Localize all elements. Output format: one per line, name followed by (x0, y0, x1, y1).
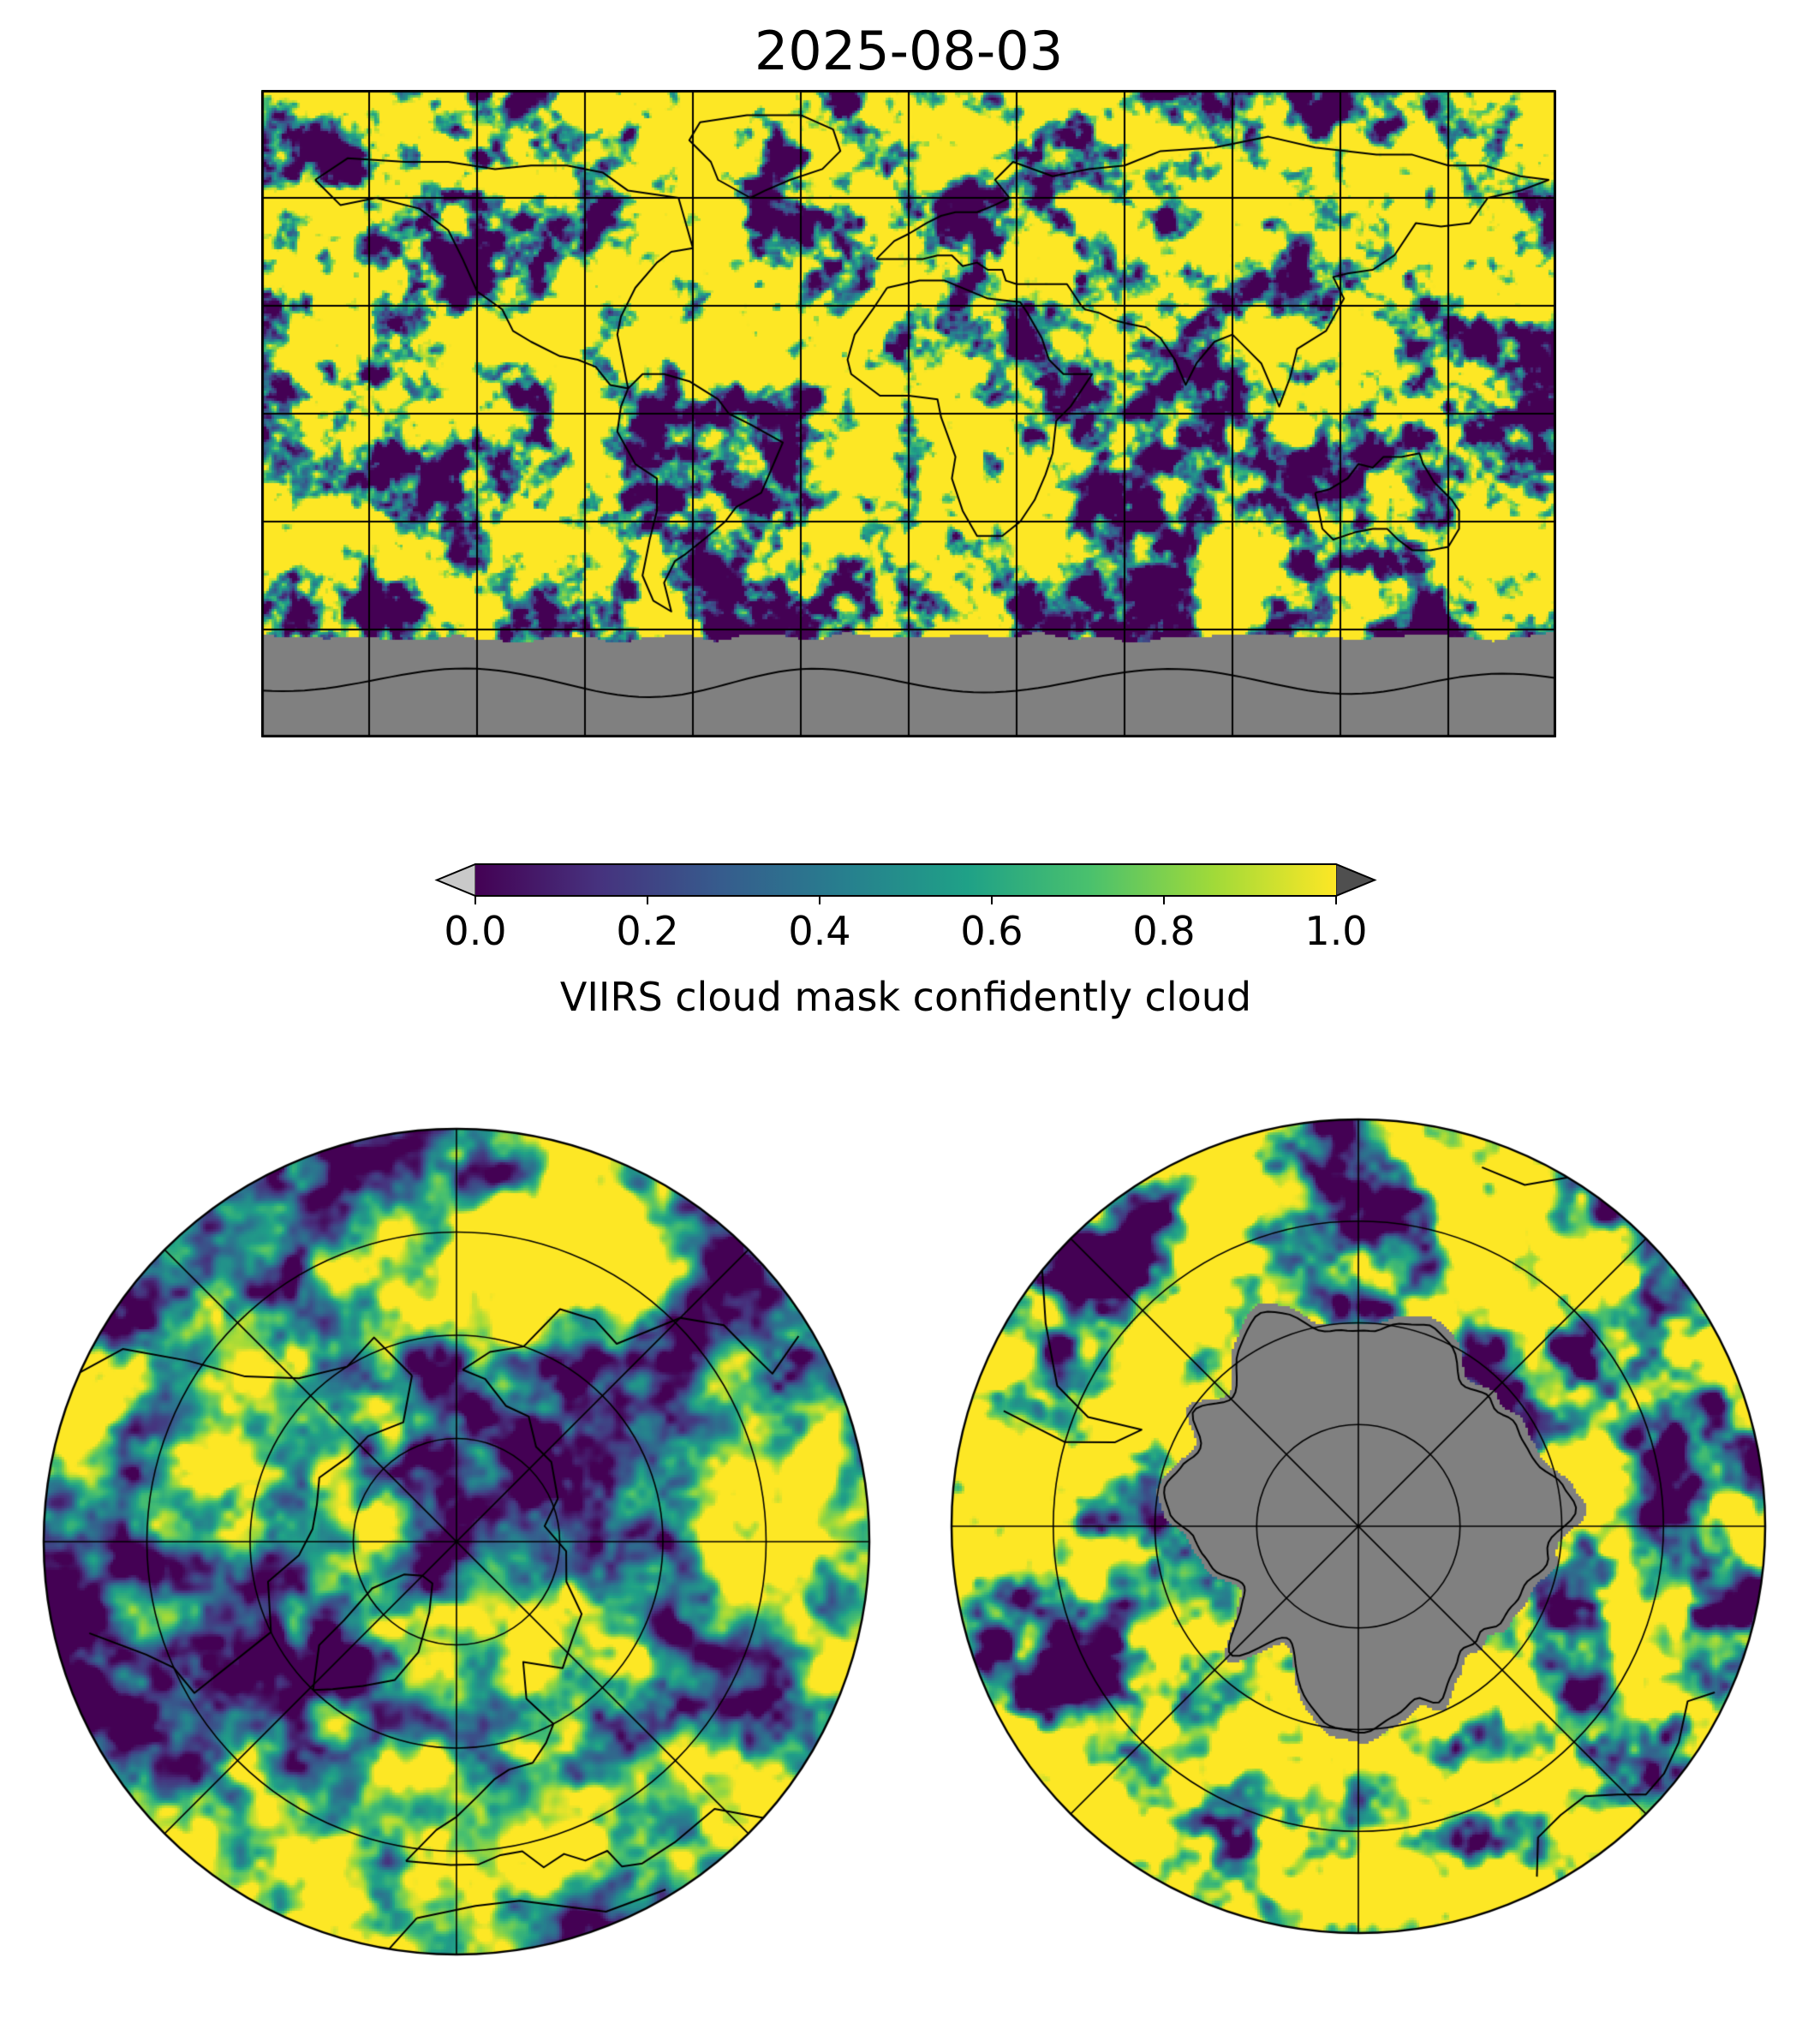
colorbar-tick-label: 0.4 (788, 908, 851, 954)
colorbar-over-arrow (1335, 863, 1376, 897)
global-map-canvas (261, 90, 1556, 737)
colorbar-tick-label: 0.6 (960, 908, 1023, 954)
colorbar (434, 863, 1377, 904)
colorbar-tick-label: 0.2 (616, 908, 679, 954)
colorbar-tick-label: 0.8 (1132, 908, 1196, 954)
colorbar-under-arrow (435, 863, 476, 897)
colorbar-tick-label: 0.0 (444, 908, 507, 954)
colorbar-label: VIIRS cloud mask confidently cloud (559, 974, 1252, 1020)
colorbar-tickmarks (474, 896, 1337, 904)
colorbar-tick-label: 1.0 (1304, 908, 1368, 954)
antarctic-map-canvas (949, 1117, 1768, 1936)
arctic-map-canvas (41, 1126, 872, 1957)
colorbar-gradient-bar (475, 864, 1336, 896)
figure-title: 2025-08-03 (754, 20, 1064, 82)
